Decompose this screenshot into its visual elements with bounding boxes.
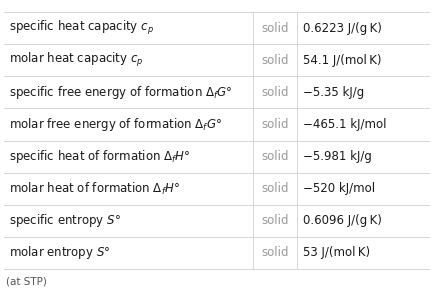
- Text: 53 J/(mol K): 53 J/(mol K): [303, 247, 370, 260]
- Text: 54.1 J/(mol K): 54.1 J/(mol K): [303, 54, 382, 67]
- Text: −5.981 kJ/g: −5.981 kJ/g: [303, 150, 372, 163]
- Text: solid: solid: [261, 214, 289, 227]
- Text: molar heat of formation $\Delta_f H°$: molar heat of formation $\Delta_f H°$: [9, 181, 180, 197]
- Text: (at STP): (at STP): [6, 277, 47, 287]
- Text: 0.6223 J/(g K): 0.6223 J/(g K): [303, 22, 382, 34]
- Text: solid: solid: [261, 86, 289, 99]
- Text: molar entropy $S°$: molar entropy $S°$: [9, 244, 110, 261]
- Text: molar heat capacity $c_p$: molar heat capacity $c_p$: [9, 51, 144, 69]
- Text: molar free energy of formation $\Delta_f G°$: molar free energy of formation $\Delta_f…: [9, 116, 222, 133]
- Text: 0.6096 J/(g K): 0.6096 J/(g K): [303, 214, 382, 227]
- Text: solid: solid: [261, 54, 289, 67]
- Text: solid: solid: [261, 182, 289, 195]
- Text: solid: solid: [261, 247, 289, 260]
- Text: −465.1 kJ/mol: −465.1 kJ/mol: [303, 118, 387, 131]
- Text: solid: solid: [261, 22, 289, 34]
- Text: specific heat capacity $c_p$: specific heat capacity $c_p$: [9, 19, 154, 37]
- Text: solid: solid: [261, 118, 289, 131]
- Text: specific free energy of formation $\Delta_f G°$: specific free energy of formation $\Delt…: [9, 84, 233, 101]
- Text: specific entropy $S°$: specific entropy $S°$: [9, 212, 121, 229]
- Text: solid: solid: [261, 150, 289, 163]
- Text: −520 kJ/mol: −520 kJ/mol: [303, 182, 375, 195]
- Text: specific heat of formation $\Delta_f H°$: specific heat of formation $\Delta_f H°$: [9, 148, 191, 165]
- Text: −5.35 kJ/g: −5.35 kJ/g: [303, 86, 365, 99]
